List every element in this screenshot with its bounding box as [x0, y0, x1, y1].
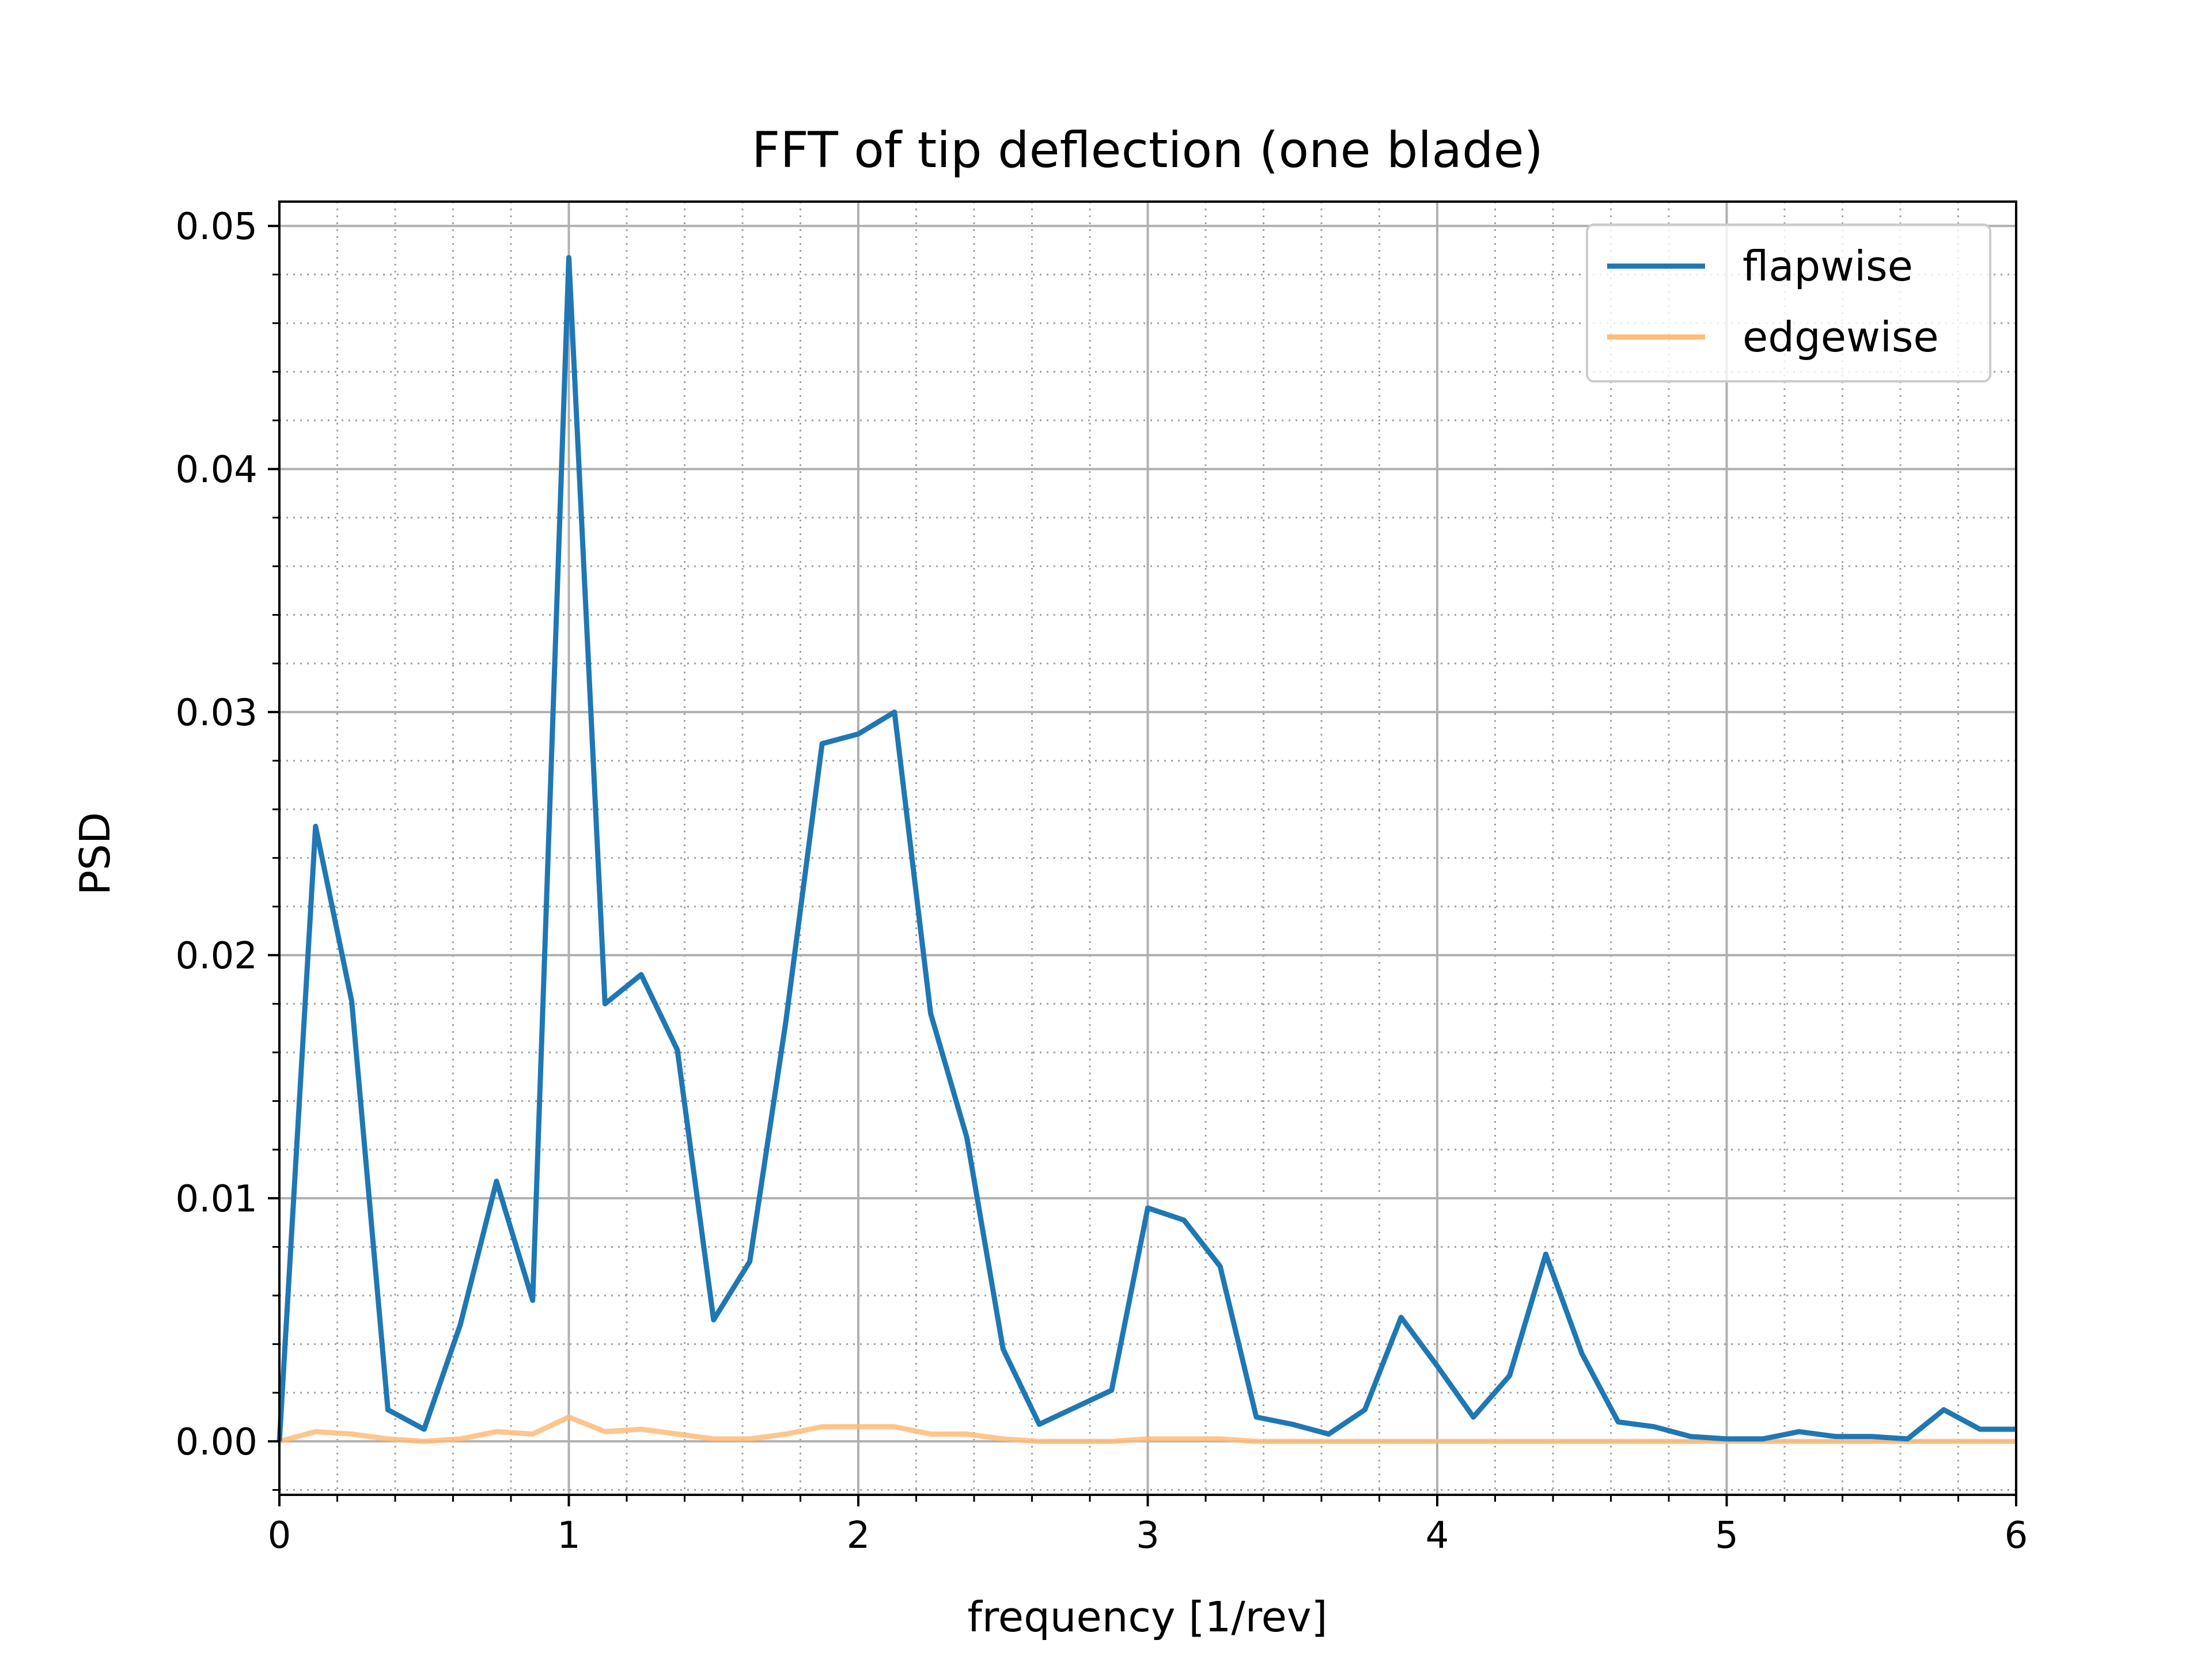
chart-title: FFT of tip deflection (one blade) [752, 122, 1543, 179]
y-tick-label: 0.04 [176, 449, 258, 491]
x-tick-label: 6 [2005, 1514, 2028, 1557]
x-tick-label: 5 [1715, 1514, 1738, 1557]
axis-ticks [268, 225, 2017, 1506]
tick-labels: 0 1 2 3 4 5 6 0.00 0.01 0.02 0.03 0.04 0.05 [176, 206, 2028, 1557]
x-axis-label: frequency [1/rev] [967, 1593, 1327, 1641]
y-tick-label: 0.01 [176, 1178, 258, 1221]
y-tick-label: 0.03 [176, 692, 258, 734]
y-tick-label: 0.05 [176, 206, 258, 248]
legend-label-edgewise: edgewise [1743, 313, 1939, 361]
x-tick-label: 4 [1426, 1514, 1449, 1557]
minor-grid [279, 202, 2016, 1495]
x-tick-label: 0 [268, 1514, 291, 1557]
y-tick-label: 0.00 [176, 1421, 258, 1464]
series-lines [276, 255, 2016, 1444]
x-tick-label: 3 [1136, 1514, 1160, 1557]
legend-label-flapwise: flapwise [1743, 242, 1913, 290]
legend: flapwise edgewise [1586, 224, 1991, 382]
x-tick-label: 2 [847, 1514, 870, 1557]
y-axis-label: PSD [71, 812, 119, 896]
x-tick-label: 1 [557, 1514, 581, 1557]
series-line-flapwise [276, 255, 2016, 1442]
y-tick-label: 0.02 [176, 935, 258, 978]
